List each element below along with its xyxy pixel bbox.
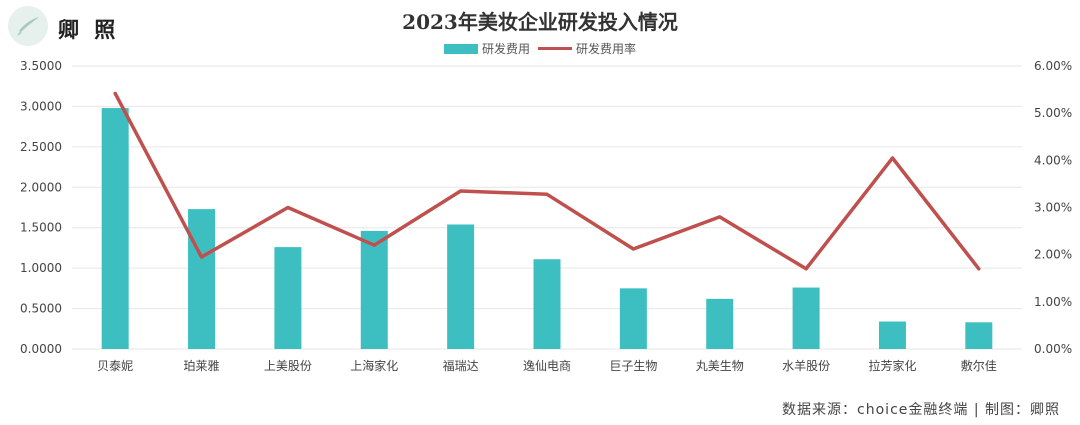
y-right-tick-label: 1.00% — [1034, 295, 1072, 309]
y-left-tick-label: 3.0000 — [20, 99, 62, 113]
y-left-tick-label: 1.0000 — [20, 261, 62, 275]
legend-swatch-line — [538, 47, 572, 50]
x-tick-label: 拉芳家化 — [868, 358, 916, 373]
line-point — [631, 247, 635, 251]
y-right-tick-label: 2.00% — [1034, 248, 1072, 262]
chart-legend: 研发费用 研发费用率 — [0, 40, 1080, 57]
y-right-tick-label: 5.00% — [1034, 106, 1072, 120]
legend-item-bar: 研发费用 — [443, 40, 530, 57]
x-tick-label: 上美股份 — [264, 359, 312, 373]
y-right-tick-label: 0.00% — [1034, 342, 1072, 356]
bar — [447, 224, 475, 349]
legend-swatch-bar — [443, 43, 478, 54]
x-tick-label: 贝泰妮 — [97, 359, 133, 373]
bar — [101, 108, 129, 349]
legend-item-line: 研发费用率 — [538, 40, 636, 57]
line-point — [459, 189, 463, 193]
line-point — [890, 156, 894, 160]
y-left-tick-label: 1.5000 — [20, 221, 62, 235]
line-point — [977, 267, 981, 271]
line-point — [718, 215, 722, 219]
logo-icon — [8, 6, 48, 46]
line-point — [372, 243, 376, 247]
x-tick-label: 福瑞达 — [443, 358, 479, 373]
chart-title: 2023年美妆企业研发投入情况 — [402, 10, 678, 34]
y-left-tick-label: 0.0000 — [20, 342, 62, 356]
y-right-tick-label: 6.00% — [1034, 59, 1072, 73]
line-point — [545, 192, 549, 196]
bar — [188, 209, 216, 349]
x-tick-label: 丸美生物 — [696, 359, 744, 373]
x-tick-label: 珀莱雅 — [184, 358, 220, 373]
legend-label-line: 研发费用率 — [576, 42, 637, 56]
x-tick-label: 上海家化 — [350, 358, 398, 373]
line-point — [286, 206, 290, 209]
brand-name: 卿 照 — [58, 17, 120, 42]
bar — [360, 230, 388, 349]
bar — [792, 287, 820, 349]
y-left-tick-label: 3.5000 — [20, 59, 62, 73]
bar — [619, 288, 647, 349]
y-right-tick-label: 3.00% — [1034, 201, 1072, 215]
y-left-tick-label: 0.5000 — [20, 302, 62, 316]
bar — [878, 321, 906, 349]
bar — [533, 259, 561, 349]
bar — [965, 322, 993, 349]
y-left-tick-label: 2.5000 — [20, 140, 62, 154]
bar — [274, 247, 302, 349]
x-tick-label: 巨子生物 — [609, 359, 657, 373]
legend-label-bar: 研发费用 — [481, 42, 530, 56]
y-right-tick-label: 4.00% — [1034, 153, 1072, 167]
y-left-tick-label: 2.0000 — [20, 180, 62, 194]
x-tick-label: 水羊股份 — [782, 358, 830, 373]
line-series — [113, 91, 981, 271]
source-note: 数据来源：choice金融终端 | 制图：卿照 — [782, 402, 1060, 418]
bar — [706, 298, 734, 349]
line-point — [113, 91, 117, 95]
x-tick-label: 敷尔佳 — [961, 358, 997, 373]
x-tick-label: 逸仙电商 — [523, 358, 571, 373]
line-point — [200, 255, 204, 259]
line-point — [804, 267, 808, 271]
